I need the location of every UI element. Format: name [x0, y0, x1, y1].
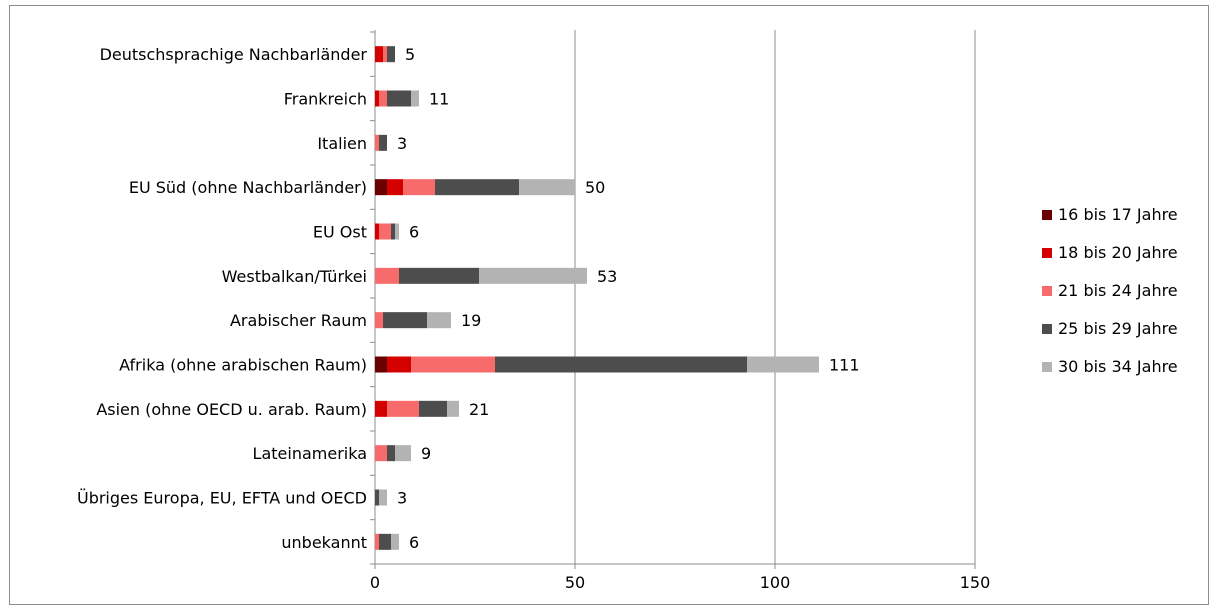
- bar-segment: [375, 267, 399, 284]
- data-label-total: 11: [429, 90, 449, 109]
- category-label: Lateinamerika: [253, 444, 367, 463]
- bar-segment: [395, 445, 411, 462]
- legend-label: 16 bis 17 Jahre: [1058, 205, 1178, 224]
- data-label-total: 50: [585, 178, 605, 197]
- legend-label: 21 bis 24 Jahre: [1058, 281, 1178, 300]
- bar-segment: [427, 312, 451, 329]
- bar-segment: [519, 179, 575, 196]
- bar-segment: [383, 312, 427, 329]
- bar-segment: [379, 533, 391, 550]
- bar-segment: [447, 400, 459, 417]
- category-label: Italien: [317, 134, 367, 153]
- legend-swatch: [1042, 286, 1052, 296]
- bar-segment: [387, 445, 395, 462]
- bar-segment: [375, 223, 379, 240]
- bar-segment: [375, 400, 387, 417]
- bar-segment: [375, 312, 383, 329]
- bar-segment: [403, 179, 435, 196]
- bar-segment: [419, 400, 447, 417]
- category-label: EU Süd (ohne Nachbarländer): [129, 178, 367, 197]
- legend-label: 30 bis 34 Jahre: [1058, 357, 1178, 376]
- bar-segment: [387, 356, 411, 373]
- bar-segment: [387, 90, 411, 107]
- data-label-total: 53: [597, 267, 617, 286]
- bar-segment: [391, 223, 395, 240]
- category-label: Deutschsprachige Nachbarländer: [100, 45, 368, 64]
- bar-segment: [379, 90, 387, 107]
- data-label-total: 6: [409, 533, 419, 552]
- bar-segment: [399, 267, 479, 284]
- bar-segment: [387, 400, 419, 417]
- x-tick-label: 50: [565, 573, 585, 592]
- bar-segment: [383, 46, 387, 63]
- x-tick-label: 150: [960, 573, 991, 592]
- bar-segment: [387, 46, 395, 63]
- stacked-bar-chart: 0 50 100 150 Deutschsprachige Nachbarländer 5…: [77, 30, 1178, 592]
- category-label: EU Ost: [313, 223, 367, 242]
- legend-swatch: [1042, 324, 1052, 334]
- bar-segment: [375, 356, 387, 373]
- category-label: unbekannt: [281, 533, 367, 552]
- data-label-total: 9: [421, 444, 431, 463]
- legend-label: 18 bis 20 Jahre: [1058, 243, 1178, 262]
- bar-segment: [387, 179, 403, 196]
- data-label-total: 6: [409, 223, 419, 242]
- bar-segment: [375, 445, 387, 462]
- category-label: Westbalkan/Türkei: [222, 267, 367, 286]
- bar-segment: [375, 533, 379, 550]
- bar-segment: [395, 223, 399, 240]
- category-label: Asien (ohne OECD u. arab. Raum): [96, 400, 367, 419]
- legend-swatch: [1042, 210, 1052, 220]
- bar-segment: [375, 489, 379, 506]
- data-label-total: 5: [405, 45, 415, 64]
- bar-segment: [375, 134, 379, 151]
- data-label-total: 21: [469, 400, 489, 419]
- bar-segment: [747, 356, 819, 373]
- x-tick-label: 0: [370, 573, 380, 592]
- data-label-total: 3: [397, 489, 407, 508]
- bar-segment: [379, 134, 387, 151]
- bar-segment: [379, 223, 391, 240]
- data-label-total: 19: [461, 311, 481, 330]
- category-label: Arabischer Raum: [230, 311, 367, 330]
- legend-label: 25 bis 29 Jahre: [1058, 319, 1178, 338]
- bar-segment: [375, 90, 379, 107]
- category-label: Frankreich: [284, 90, 367, 109]
- bar-segment: [375, 179, 387, 196]
- bar-segment: [479, 267, 587, 284]
- bar-segment: [411, 90, 419, 107]
- category-label: Afrika (ohne arabischen Raum): [119, 356, 367, 375]
- bar-segment: [495, 356, 747, 373]
- chart-frame: 0 50 100 150 Deutschsprachige Nachbarländer 5…: [9, 5, 1209, 605]
- bar-segment: [435, 179, 519, 196]
- legend-swatch: [1042, 248, 1052, 258]
- category-label: Übriges Europa, EU, EFTA und OECD: [77, 489, 367, 508]
- bar-segment: [375, 46, 383, 63]
- data-label-total: 111: [829, 356, 860, 375]
- data-label-total: 3: [397, 134, 407, 153]
- x-tick-label: 100: [760, 573, 791, 592]
- bar-segment: [391, 533, 399, 550]
- bar-segment: [411, 356, 495, 373]
- legend-swatch: [1042, 362, 1052, 372]
- bar-segment: [379, 489, 387, 506]
